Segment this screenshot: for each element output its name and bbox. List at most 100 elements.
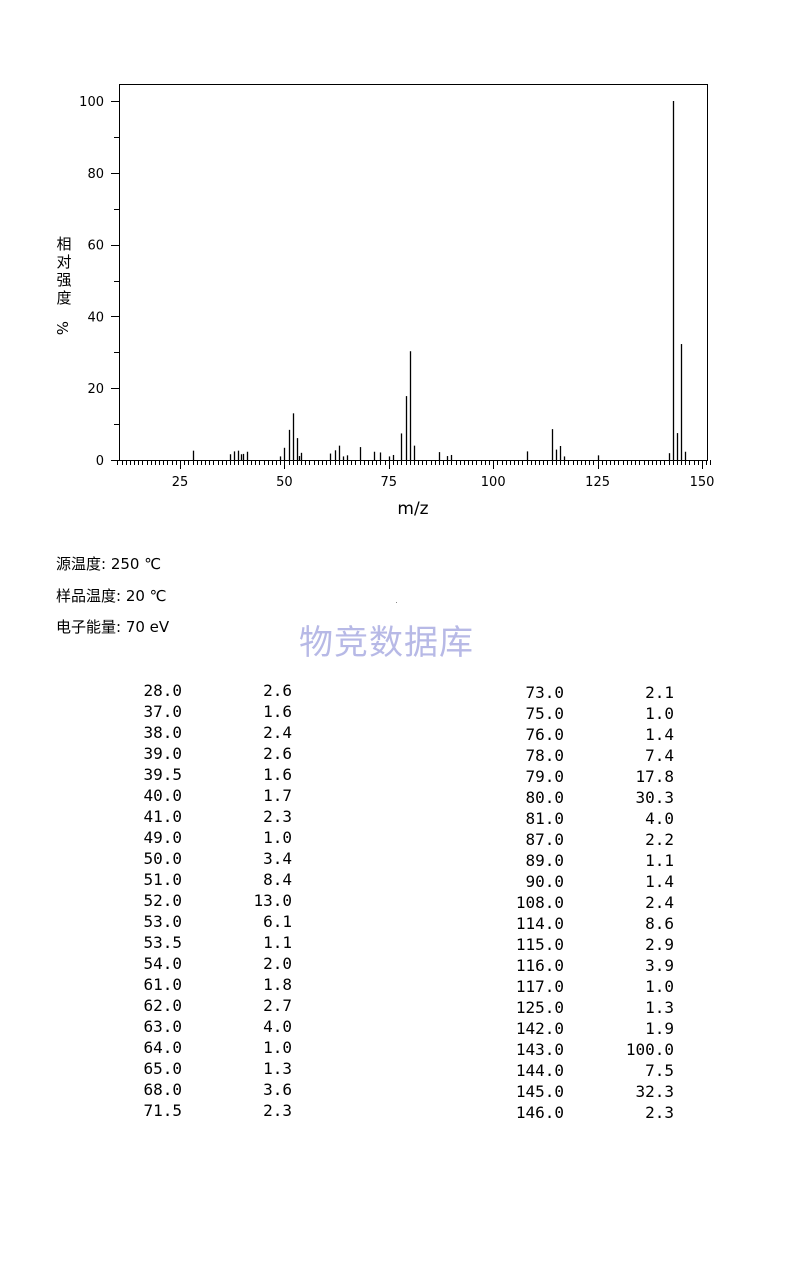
x-axis-label: m/z (397, 499, 428, 519)
x-axis: 25 50 75 100 125 150 (172, 460, 715, 490)
stray-dot (396, 602, 397, 603)
y-tick-label: 80 (87, 167, 104, 182)
peak-abundance: 1.3 (263, 1059, 292, 1078)
peak-abundance: 17.8 (635, 767, 674, 786)
peak-mz: 80.0 (525, 788, 564, 807)
peak-abundance: 100.0 (625, 1040, 674, 1059)
peak-mz: 71.5 (143, 1101, 182, 1120)
peak-abundance: 4.0 (263, 1017, 292, 1036)
peak-abundance: 2.4 (263, 723, 292, 742)
peak-mz: 39.5 (143, 765, 182, 784)
peak-abundance: 3.9 (645, 956, 674, 975)
peak-abundance: 1.4 (645, 872, 674, 891)
peak-abundance: 8.6 (645, 914, 674, 933)
peak-mz: 79.0 (525, 767, 564, 786)
peak-abundance: 1.1 (263, 933, 292, 952)
peak-abundance: 13.0 (253, 891, 292, 910)
x-tick-label: 50 (276, 475, 293, 490)
peak-mz: 143.0 (515, 1040, 564, 1059)
peak-mz: 39.0 (143, 744, 182, 763)
peak-mz: 53.5 (143, 933, 182, 952)
peak-abundance: 1.0 (263, 1038, 292, 1057)
peak-abundance: 1.1 (645, 851, 674, 870)
x-tick-label: 75 (381, 475, 398, 490)
peak-mz: 145.0 (515, 1082, 564, 1101)
peak-mz: 28.0 (143, 681, 182, 700)
peak-mz: 117.0 (515, 977, 564, 996)
peak-abundance: 2.0 (263, 954, 292, 973)
peak-abundance: 2.6 (263, 681, 292, 700)
x-tick-label: 100 (481, 475, 506, 490)
peak-abundance: 2.3 (263, 1101, 292, 1120)
peak-abundance: 30.3 (635, 788, 674, 807)
peak-abundance: 1.7 (263, 786, 292, 805)
sample-temperature: 样品温度: 20 ℃ (56, 586, 167, 605)
peak-abundance: 32.3 (635, 1082, 674, 1101)
peak-abundance: 1.0 (263, 828, 292, 847)
x-tick-label: 150 (690, 475, 715, 490)
y-tick-label: 40 (87, 310, 104, 325)
y-axis: 0 20 40 60 80 100 (79, 95, 119, 469)
source-temperature: 源温度: 250 ℃ (56, 555, 162, 573)
plot-frame (119, 84, 708, 461)
peak-mz: 116.0 (515, 956, 564, 975)
peak-abundance: 2.2 (645, 830, 674, 849)
peak-mz: 89.0 (525, 851, 564, 870)
y-tick-label: 20 (87, 382, 104, 397)
peak-mz: 87.0 (525, 830, 564, 849)
peak-abundance: 1.0 (645, 977, 674, 996)
peak-mz: 114.0 (515, 914, 564, 933)
watermark: 物竞数据库 (299, 623, 474, 663)
peak-abundance: 1.6 (263, 702, 292, 721)
peak-abundance: 7.4 (645, 746, 674, 765)
peak-mz: 78.0 (525, 746, 564, 765)
peak-mz: 146.0 (515, 1103, 564, 1122)
peak-abundance: 2.3 (645, 1103, 674, 1122)
peak-mz: 40.0 (143, 786, 182, 805)
peak-abundance: 2.7 (263, 996, 292, 1015)
y-tick-label: 0 (96, 454, 104, 469)
peak-abundance: 2.1 (645, 683, 674, 702)
peak-mz: 61.0 (143, 975, 182, 994)
peak-mz: 51.0 (143, 870, 182, 889)
peak-mz: 108.0 (515, 893, 564, 912)
peak-abundance: 1.3 (645, 998, 674, 1017)
peak-abundance: 1.6 (263, 765, 292, 784)
peak-mz: 37.0 (143, 702, 182, 721)
peak-mz: 50.0 (143, 849, 182, 868)
peak-mz: 144.0 (515, 1061, 564, 1080)
peak-mz: 76.0 (525, 725, 564, 744)
peak-mz: 41.0 (143, 807, 182, 826)
y-tick-label: 100 (79, 95, 104, 110)
electron-energy: 电子能量: 70 eV (56, 618, 170, 636)
peak-mz: 142.0 (515, 1019, 564, 1038)
peak-abundance: 2.4 (645, 893, 674, 912)
peak-abundance: 1.9 (645, 1019, 674, 1038)
peak-abundance: 3.6 (263, 1080, 292, 1099)
peak-abundance: 1.8 (263, 975, 292, 994)
peak-mz: 73.0 (525, 683, 564, 702)
peak-mz: 52.0 (143, 891, 182, 910)
peak-abundance: 1.0 (645, 704, 674, 723)
peak-abundance: 8.4 (263, 870, 292, 889)
peak-mz: 81.0 (525, 809, 564, 828)
peak-abundance: 6.1 (263, 912, 292, 931)
peak-mz: 90.0 (525, 872, 564, 891)
peak-abundance: 7.5 (645, 1061, 674, 1080)
peak-abundance: 2.9 (645, 935, 674, 954)
peak-abundance: 3.4 (263, 849, 292, 868)
peak-mz: 49.0 (143, 828, 182, 847)
peak-mz: 64.0 (143, 1038, 182, 1057)
peak-mz: 125.0 (515, 998, 564, 1017)
x-tick-label: 125 (585, 475, 610, 490)
acquisition-conditions: 源温度: 250 ℃ 样品温度: 20 ℃ 电子能量: 70 eV (56, 549, 169, 644)
y-tick-label: 60 (87, 239, 104, 254)
peak-mz: 115.0 (515, 935, 564, 954)
x-tick-label: 25 (172, 475, 189, 490)
peak-abundance: 2.3 (263, 807, 292, 826)
peak-mz: 63.0 (143, 1017, 182, 1036)
spectrum-bars (192, 101, 687, 460)
peak-mz: 54.0 (143, 954, 182, 973)
y-axis-label: 相对强度% (53, 235, 72, 335)
peak-mz: 68.0 (143, 1080, 182, 1099)
